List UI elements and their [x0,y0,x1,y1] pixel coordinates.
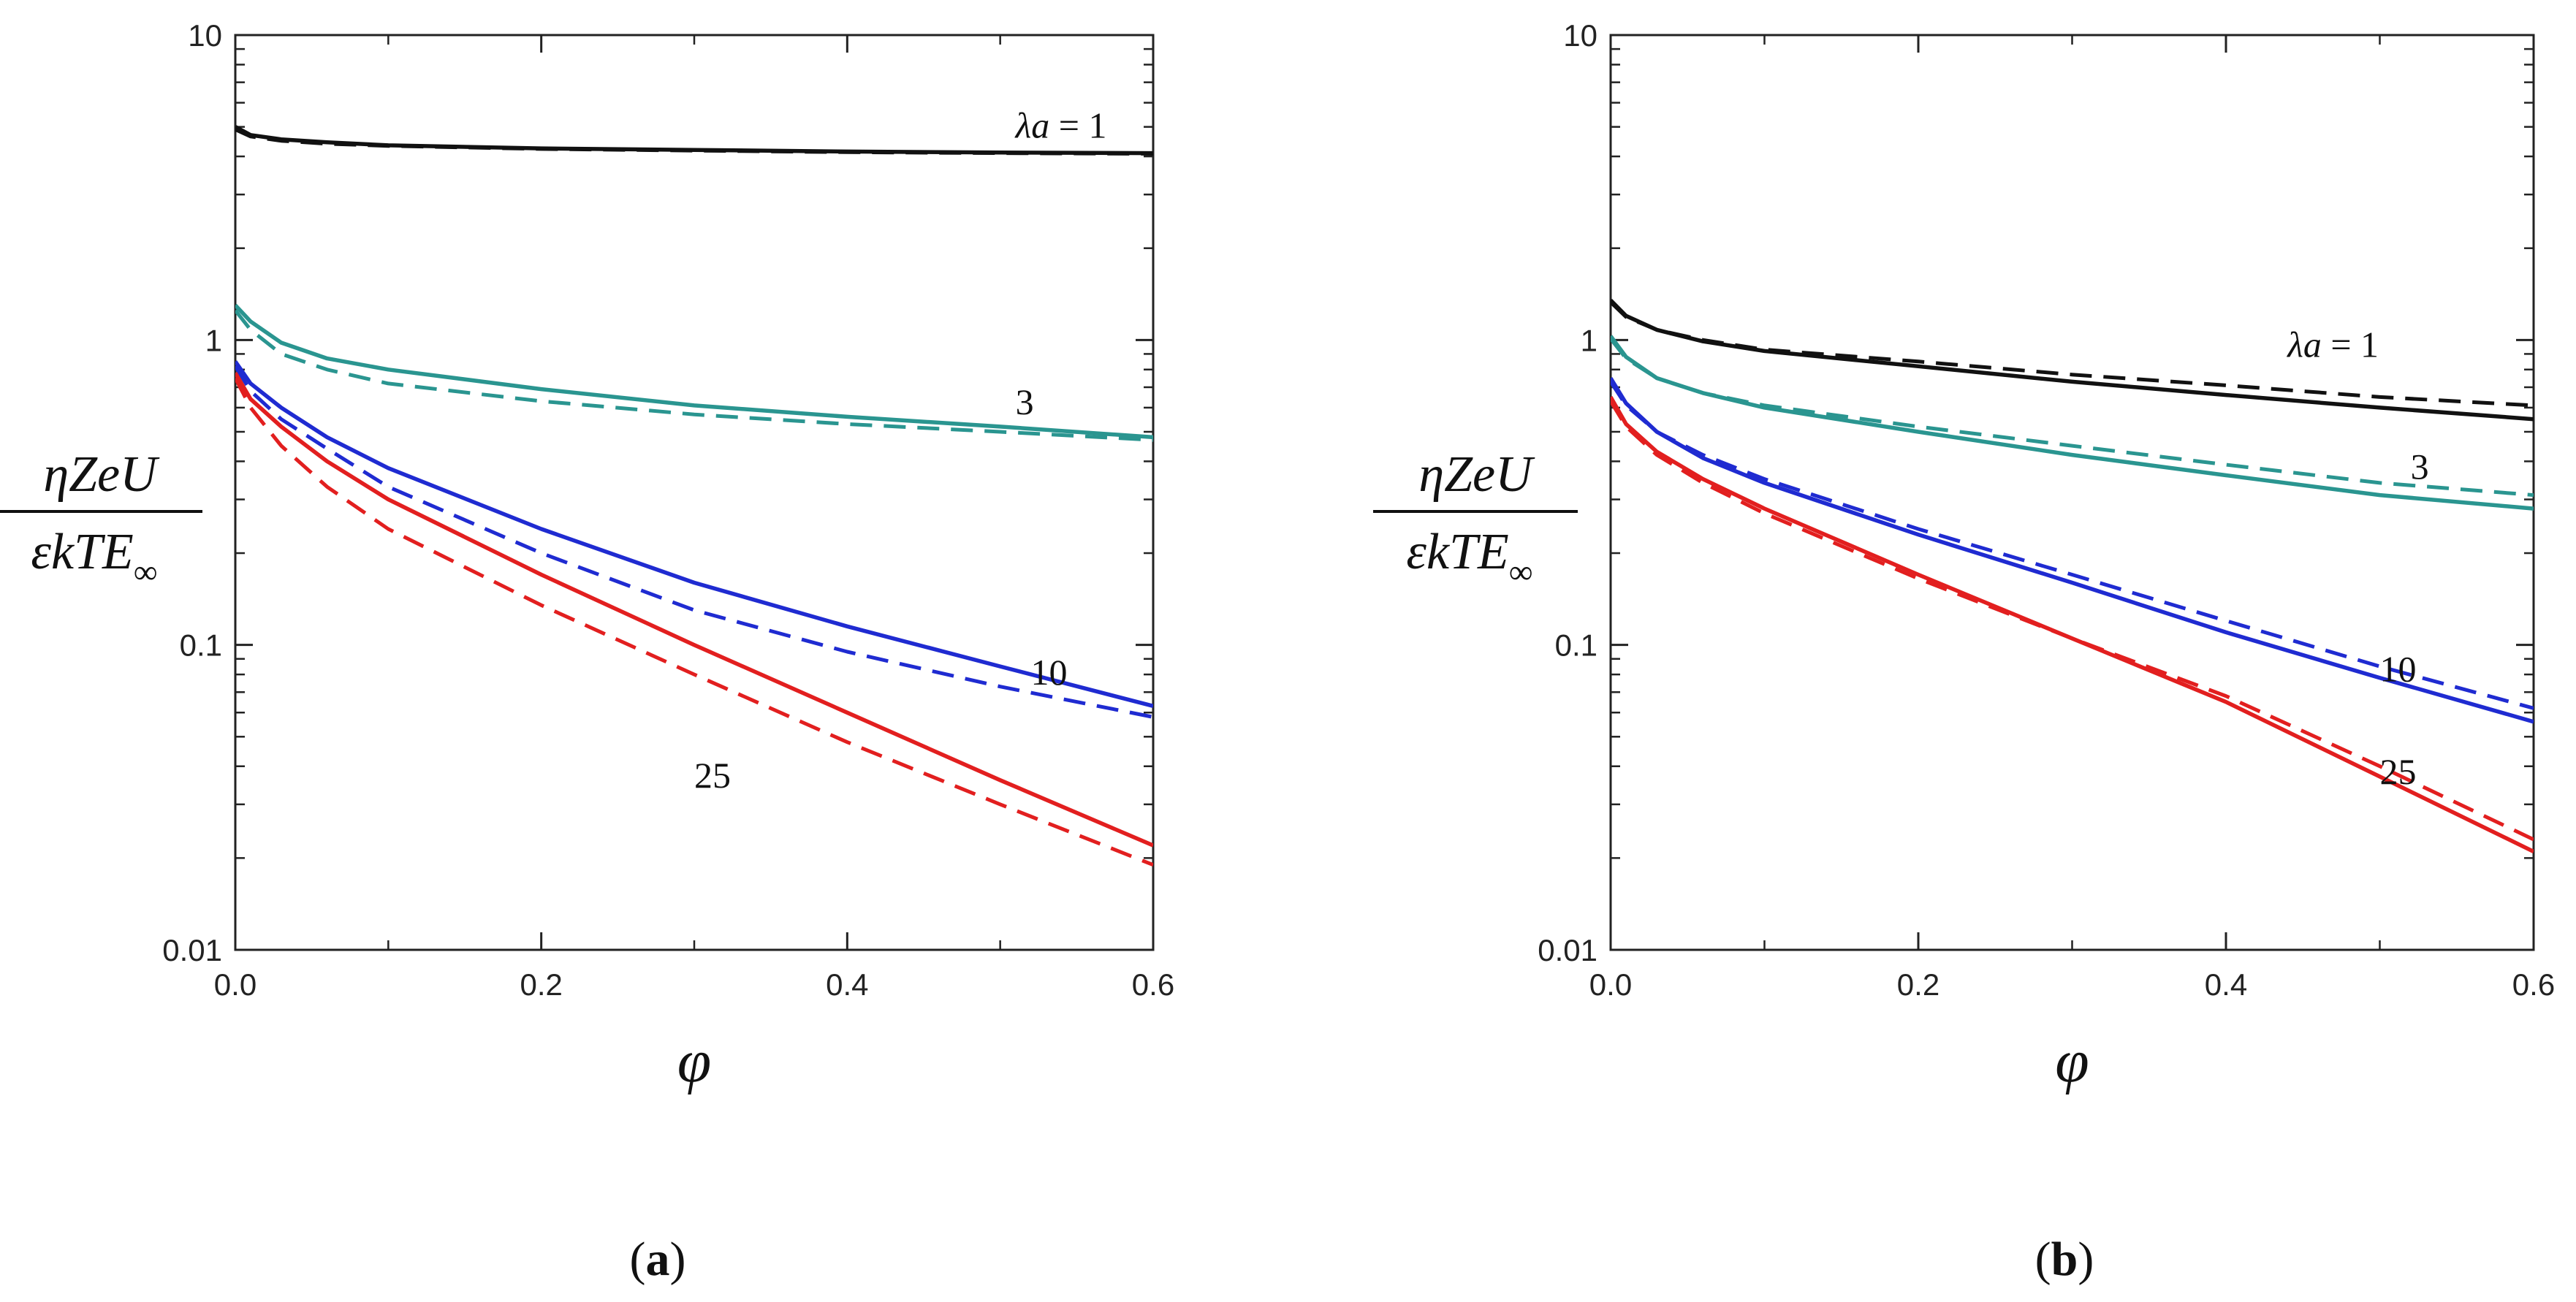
y-tick-label: 10 [188,18,222,53]
x-axis-label: φ [2055,1027,2089,1095]
y-tick-label: 1 [1581,323,1597,357]
series-line-solid-0 [1611,298,2534,422]
curve-label-2: 10 [2380,648,2417,689]
panel-b: 0.0 0.2 0.4 0.6 0.01 0.1 1 10 λa = 1 3 10 25 φ ηZeU εk… [1373,18,2555,1286]
series-line-dashed-1 [235,128,1153,156]
x-axis-label: φ [677,1027,711,1095]
curve-label-0: λa = 1 [1014,105,1107,146]
series-line-dashed-5 [235,365,1153,719]
plot-frame [1609,34,2535,951]
curve-label-3: 25 [694,755,731,796]
y-label-denominator: εkTE∞ [31,524,157,590]
x-tick-label: 0.0 [214,967,257,1002]
series-line-solid-6 [1611,396,2534,853]
plot-frame [234,34,1155,951]
series-line-solid-2 [235,303,1153,440]
series-line-solid-6 [235,372,1153,848]
panel-label-a: (a) [630,1233,686,1286]
x-tick-label: 0.4 [2205,967,2247,1002]
series-line-dashed-1 [1611,300,2534,408]
series-line-solid-4 [235,360,1153,709]
curve-label-3: 25 [2380,751,2417,792]
x-tick-label: 0.6 [1132,967,1174,1002]
y-label-numerator: ηZeU [43,446,160,503]
curve-label-1: 3 [2411,446,2429,487]
curve-label-1: 3 [1016,381,1034,422]
y-tick-label: 0.1 [1555,628,1597,663]
x-tick-label: 0.0 [1589,967,1632,1002]
x-tick-label: 0.2 [1897,967,1939,1002]
y-tick-label: 10 [1563,18,1597,53]
curve-label-2: 10 [1031,652,1068,693]
curve-label-0: λa = 1 [2286,324,2379,365]
series-line-dashed-7 [1611,400,2534,842]
y-label-numerator: ηZeU [1418,446,1535,503]
x-tick-label: 0.6 [2512,967,2555,1002]
y-tick-label: 0.01 [162,933,222,967]
y-label-denominator: εkTE∞ [1406,524,1532,590]
series-line-dashed-3 [235,309,1153,442]
y-tick-label: 0.01 [1538,933,1597,967]
series-line-dashed-5 [1611,381,2534,710]
x-tick-label: 0.2 [520,967,562,1002]
panel-label-b: (b) [2035,1233,2094,1286]
series-line-dashed-3 [1611,337,2534,498]
panel-a: 0.0 0.2 0.4 0.6 0.01 0.1 1 10 λa = 1 3 10 25 φ ηZeU εk… [0,18,1174,1286]
series-line-dashed-7 [235,377,1153,867]
y-tick-label: 1 [205,323,222,357]
x-tick-label: 0.4 [826,967,868,1002]
y-tick-label: 0.1 [180,628,222,663]
